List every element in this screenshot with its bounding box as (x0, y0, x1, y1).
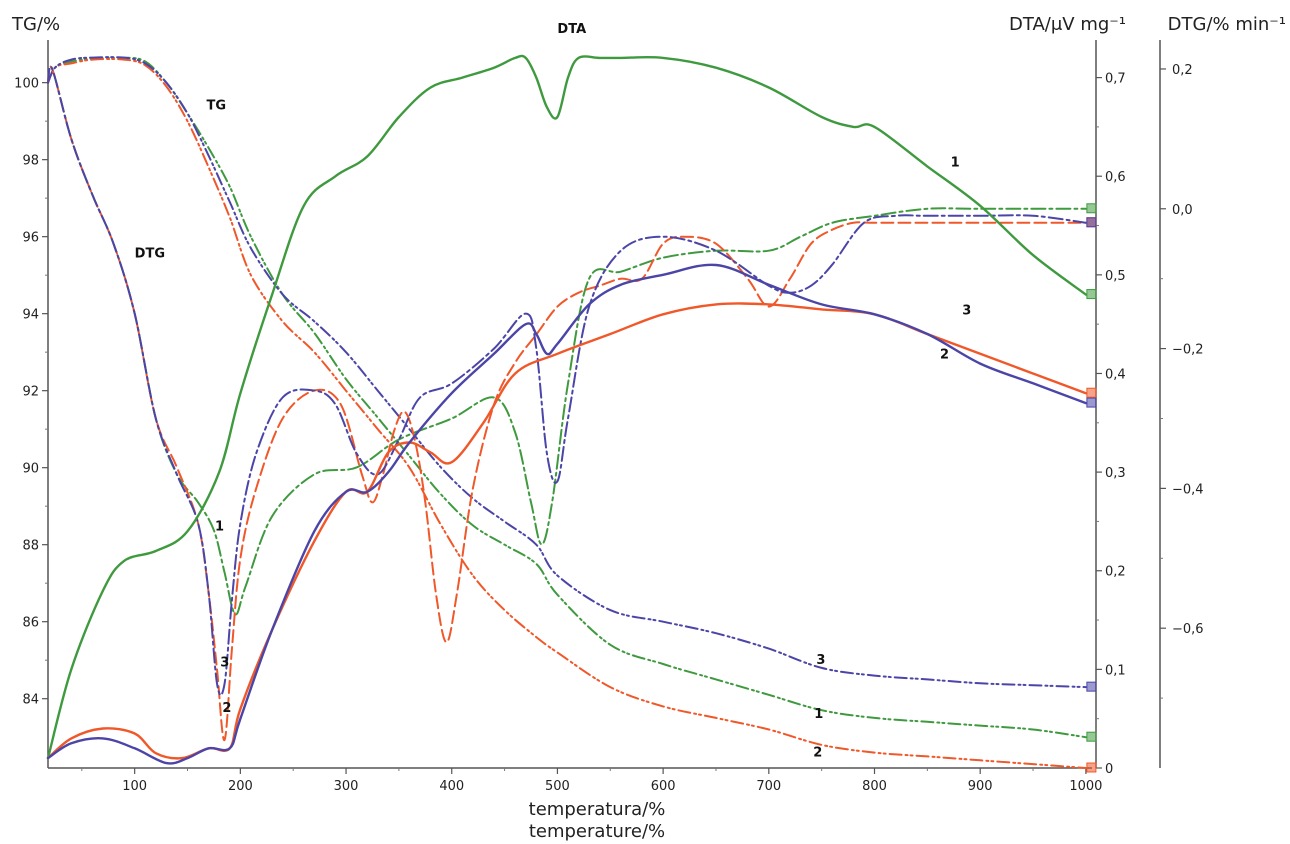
label-dtg-2: 2 (222, 701, 231, 716)
tg-tick-label: 100 (14, 77, 39, 92)
x-axis-title-line2: temperature/% (529, 821, 665, 842)
curve-labels-layer: TG DTG DTA 1 3 2 1 3 2 3 1 2 (135, 22, 972, 760)
end-marker-tg-2 (1086, 762, 1097, 773)
series-tg-2 (47, 57, 1087, 769)
tg-tick-label: 86 (22, 616, 39, 631)
end-marker-tg-3 (1086, 681, 1097, 692)
series-dtg-3 (47, 65, 1087, 697)
tg-tick-label: 94 (22, 308, 39, 323)
tg-tick-label: 92 (22, 385, 39, 400)
dta-axis-title: DTA/μV mg⁻¹ (1009, 14, 1126, 35)
series-dta-1 (46, 54, 1088, 760)
tg-axis-title: TG/% (11, 14, 60, 35)
dtg-tick-label: 0,2 (1172, 63, 1193, 78)
x-tick-label: 400 (439, 779, 464, 794)
x-tick-label: 500 (545, 779, 570, 794)
end-marker-dtg-1 (1086, 203, 1097, 214)
x-tick-label: 300 (334, 779, 359, 794)
tg-tick-label: 98 (22, 154, 39, 169)
tg-tick-label: 90 (22, 462, 39, 477)
end-marker-dta-1 (1086, 289, 1097, 300)
x-tick-label: 200 (228, 779, 253, 794)
dtg-axis-title: DTG/% min⁻¹ (1168, 14, 1286, 35)
end-marker-tg-1 (1086, 731, 1097, 742)
label-tg: TG (207, 99, 227, 114)
x-tick-label: 1000 (1069, 779, 1102, 794)
x-tick-label: 600 (651, 779, 676, 794)
label-dtg-3: 3 (220, 656, 229, 671)
label-dta-1: 1 (951, 155, 960, 170)
end-marker-dta-2 (1086, 387, 1097, 398)
axes-layer: 100 200 300 400 500 600 700 800 900 1000848688909… (14, 40, 1204, 794)
dta-tick-label: 0,7 (1105, 72, 1126, 87)
series-layer (46, 54, 1088, 769)
x-axis-title-line1: temperatura/% (529, 799, 666, 820)
label-dta: DTA (557, 22, 586, 37)
dtg-tick-label: −0,6 (1172, 622, 1204, 637)
series-dta-3 (46, 263, 1088, 765)
x-tick-label: 900 (968, 779, 993, 794)
x-tick-label: 800 (862, 779, 887, 794)
label-dta-2: 2 (940, 348, 949, 363)
dta-tick-label: 0,5 (1105, 269, 1126, 284)
dtg-tick-label: 0,0 (1172, 203, 1193, 218)
x-tick-label: 700 (756, 779, 781, 794)
dta-tick-label: 0,4 (1105, 367, 1126, 382)
end-markers-layer (1086, 203, 1097, 773)
series-tg-1 (47, 56, 1087, 739)
series-tg-3 (47, 56, 1087, 689)
dta-tick-label: 0,1 (1105, 663, 1126, 678)
label-dta-3: 3 (962, 303, 971, 318)
dtg-tick-label: −0,4 (1172, 482, 1204, 497)
tg-tick-label: 96 (22, 231, 39, 246)
series-dta-2 (46, 302, 1088, 760)
label-tg-1: 1 (814, 707, 823, 722)
dta-tick-label: 0,2 (1105, 565, 1126, 580)
dta-tick-label: 0 (1105, 762, 1113, 777)
x-tick-label: 100 (122, 779, 147, 794)
label-dtg-1: 1 (215, 519, 224, 534)
dta-tick-label: 0,6 (1105, 170, 1126, 185)
label-tg-3: 3 (816, 653, 825, 668)
tg-tick-label: 88 (22, 539, 39, 554)
end-marker-dtg-3 (1086, 217, 1097, 228)
series-dtg-1 (47, 65, 1087, 616)
end-marker-dta-3 (1086, 397, 1097, 408)
label-dtg: DTG (135, 247, 165, 262)
tg-tick-label: 84 (22, 693, 39, 708)
label-tg-2: 2 (813, 745, 822, 760)
dta-tick-label: 0,3 (1105, 466, 1126, 481)
dtg-tick-label: −0,2 (1172, 343, 1204, 358)
